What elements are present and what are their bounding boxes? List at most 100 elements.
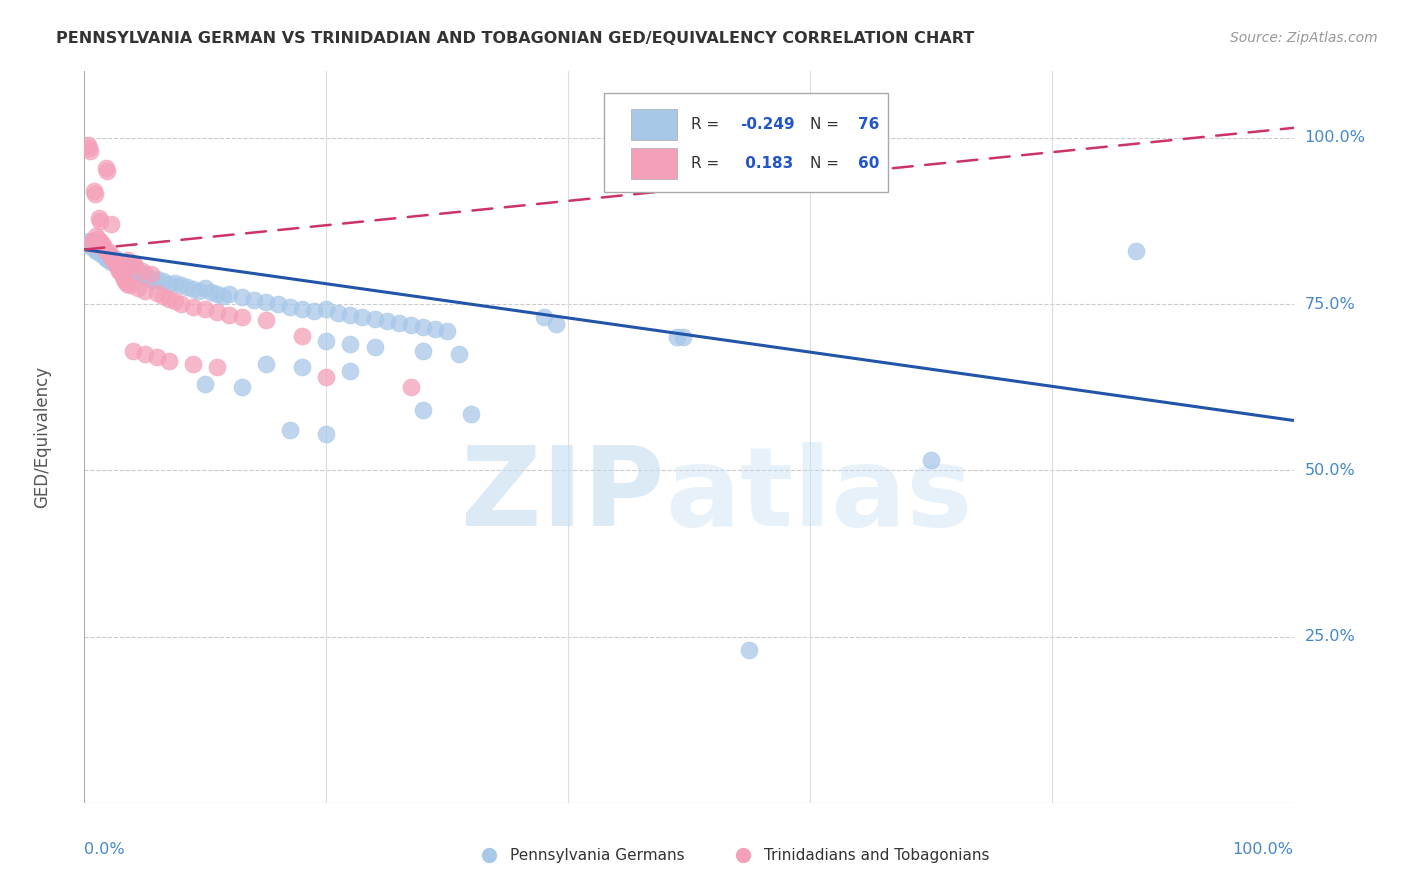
Point <box>328 306 350 320</box>
Point <box>84 242 107 256</box>
Text: 100.0%: 100.0% <box>1305 130 1365 145</box>
Text: ZIP: ZIP <box>461 442 665 549</box>
Point <box>134 284 156 298</box>
Point <box>79 238 101 252</box>
Point <box>278 424 301 438</box>
Point <box>94 249 117 263</box>
Point <box>315 426 337 441</box>
Point <box>254 295 277 310</box>
Point <box>231 290 253 304</box>
Point <box>291 360 314 375</box>
Point <box>97 245 120 260</box>
Point <box>339 309 361 323</box>
Point <box>112 269 135 284</box>
Point <box>254 357 277 371</box>
Point <box>96 164 118 178</box>
Point <box>388 316 411 330</box>
Point <box>544 317 567 331</box>
Point <box>218 308 240 322</box>
Point <box>157 292 180 306</box>
Text: N =: N = <box>810 156 844 171</box>
Point <box>94 161 117 175</box>
Point <box>124 265 146 279</box>
Point <box>375 314 398 328</box>
Point <box>103 253 125 268</box>
Text: Pennsylvania Germans: Pennsylvania Germans <box>510 848 685 863</box>
Text: PENNSYLVANIA GERMAN VS TRINIDADIAN AND TOBAGONIAN GED/EQUIVALENCY CORRELATION CH: PENNSYLVANIA GERMAN VS TRINIDADIAN AND T… <box>56 31 974 46</box>
Point <box>207 305 229 319</box>
Point <box>91 237 114 252</box>
Point <box>108 264 131 278</box>
Text: R =: R = <box>692 156 724 171</box>
Point <box>121 256 143 270</box>
Point <box>127 267 149 281</box>
Point <box>105 259 128 273</box>
Point <box>117 262 139 277</box>
Point <box>143 274 166 288</box>
Text: 0.183: 0.183 <box>740 156 793 171</box>
Text: 0.0%: 0.0% <box>84 842 125 856</box>
Point <box>134 267 156 281</box>
Text: 100.0%: 100.0% <box>1233 842 1294 856</box>
Point <box>218 287 240 301</box>
Point <box>120 278 142 293</box>
Point <box>87 211 110 225</box>
Point <box>146 351 169 365</box>
Point <box>139 267 162 281</box>
Point <box>84 187 107 202</box>
Point <box>80 235 103 250</box>
Point <box>131 264 153 278</box>
FancyBboxPatch shape <box>605 94 889 192</box>
Point <box>194 281 217 295</box>
Point <box>200 285 222 299</box>
Point <box>93 240 115 254</box>
Point <box>412 403 434 417</box>
Point <box>129 269 152 284</box>
Point <box>412 343 434 358</box>
Point <box>96 252 118 266</box>
Point <box>98 252 121 267</box>
Point <box>363 340 385 354</box>
Text: GED/Equivalency: GED/Equivalency <box>32 366 51 508</box>
Point <box>83 184 105 198</box>
Point <box>112 256 135 270</box>
Point <box>207 287 229 301</box>
Point <box>100 217 122 231</box>
Point <box>146 286 169 301</box>
Point <box>165 294 187 309</box>
Point <box>93 246 115 260</box>
Point <box>412 320 434 334</box>
Point <box>1125 244 1147 258</box>
Point <box>176 280 198 294</box>
Point <box>152 275 174 289</box>
Point <box>738 643 761 657</box>
Point <box>82 237 104 252</box>
Point <box>315 302 337 317</box>
Point <box>315 370 337 384</box>
Point <box>120 264 142 278</box>
Point <box>127 281 149 295</box>
Point <box>89 245 111 260</box>
Point <box>165 276 187 290</box>
Point <box>121 260 143 275</box>
Point <box>170 297 193 311</box>
Point <box>104 256 127 270</box>
Point <box>82 239 104 253</box>
Point <box>157 353 180 368</box>
Point <box>478 844 501 858</box>
Point <box>107 257 129 271</box>
Point <box>302 304 325 318</box>
Point <box>194 302 217 317</box>
Point <box>121 343 143 358</box>
Point <box>533 310 555 325</box>
Point <box>124 259 146 273</box>
Point <box>89 214 111 228</box>
Text: R =: R = <box>692 117 724 132</box>
Point <box>87 243 110 257</box>
Point <box>665 330 688 344</box>
Point <box>267 297 290 311</box>
Point <box>97 248 120 262</box>
Point <box>94 251 117 265</box>
Point <box>90 247 112 261</box>
Point <box>90 235 112 249</box>
